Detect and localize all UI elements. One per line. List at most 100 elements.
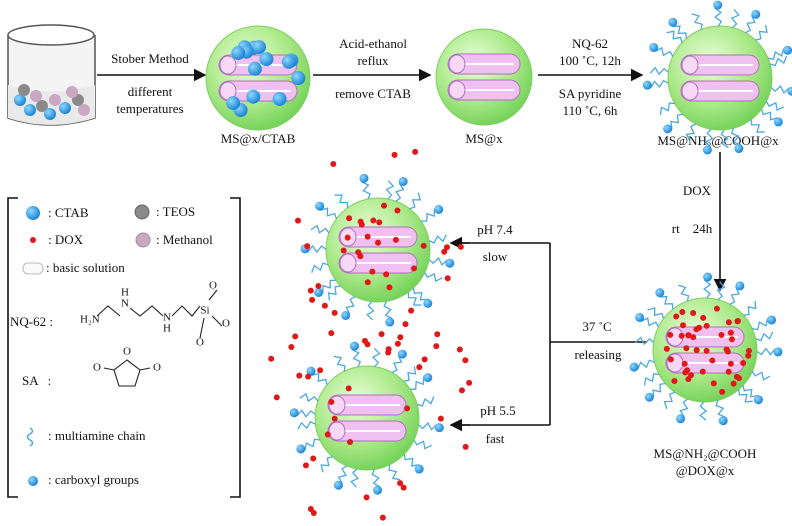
dox (307, 287, 314, 294)
chain (729, 286, 740, 305)
pore-end (328, 395, 346, 415)
chain (659, 296, 674, 310)
atom: Si (200, 305, 209, 317)
chain (672, 25, 688, 39)
dox (703, 322, 710, 329)
pore-end (681, 55, 699, 75)
dox (441, 248, 448, 255)
dox (394, 207, 401, 214)
chain (704, 128, 714, 148)
chain (663, 391, 676, 409)
pore-end (681, 81, 699, 101)
product-label: MS@x (465, 131, 503, 146)
chain (715, 400, 726, 418)
solution-icon (22, 262, 44, 275)
step-text: 110 ˚C, 6h (563, 103, 618, 118)
chain (304, 438, 320, 451)
carboxyl (333, 480, 343, 490)
dox (364, 279, 371, 286)
carboxyl (385, 317, 395, 327)
dox (380, 202, 387, 209)
dox (690, 334, 697, 341)
chain (334, 194, 349, 208)
dox (700, 314, 707, 321)
dox (385, 346, 392, 353)
sa-structure (103, 359, 151, 387)
carboxyl (423, 373, 433, 383)
carboxyl (783, 45, 792, 55)
dox (378, 331, 385, 338)
chain (691, 13, 703, 30)
chain (416, 396, 435, 407)
carboxyl (767, 315, 777, 325)
dox (317, 367, 324, 374)
product-label: MS@NH₂@COOH@x (657, 133, 779, 148)
dox (364, 233, 371, 240)
ctab-icon (26, 206, 40, 220)
chain (745, 15, 756, 34)
chain (751, 371, 771, 381)
dox (295, 217, 302, 224)
chain (403, 454, 420, 467)
pore-end (328, 421, 346, 441)
carboxyl (735, 281, 745, 291)
carboxyl (296, 444, 306, 454)
dox (727, 329, 734, 336)
release-rate: slow (483, 249, 508, 264)
beaker-particle (30, 90, 42, 102)
dox (719, 388, 726, 395)
carboxyl (655, 288, 665, 298)
chain (385, 180, 395, 200)
chain (327, 285, 341, 301)
dox (358, 221, 365, 228)
release-rate: fast (486, 431, 505, 446)
dox (369, 268, 376, 275)
chain (742, 385, 759, 398)
chain (320, 207, 338, 219)
chain (685, 123, 696, 142)
legend-text: : TEOS (156, 204, 195, 219)
dox (410, 265, 417, 272)
carboxyl (434, 205, 444, 215)
dox (709, 357, 716, 364)
chain (652, 383, 666, 398)
bracket-lines (452, 242, 647, 426)
legend-text: : Methanol (156, 232, 213, 247)
step-text: remove CTAB (335, 86, 411, 101)
ctab (259, 52, 274, 67)
carboxyl (734, 144, 744, 154)
dox (685, 332, 692, 339)
chain (320, 456, 333, 473)
chain (307, 244, 327, 254)
dox (324, 431, 331, 438)
dox (725, 368, 732, 375)
chain (755, 24, 768, 41)
chain (678, 284, 690, 302)
beaker-particle (36, 100, 48, 112)
carboxyl (423, 298, 433, 308)
chain (428, 257, 448, 266)
chain (391, 355, 403, 374)
carboxyl (635, 312, 645, 322)
chain (322, 279, 336, 294)
dox (408, 307, 415, 314)
chain (698, 401, 708, 421)
dox (309, 296, 316, 303)
product-label: MS@x/CTAB (221, 131, 296, 146)
dox (357, 253, 364, 260)
atom: H (121, 287, 129, 299)
step-text: Stober Method (111, 51, 189, 66)
ctab (251, 40, 266, 55)
legend-text: : carboxyl groups (48, 472, 139, 487)
dox (394, 340, 401, 347)
dox (745, 347, 752, 354)
dox (683, 345, 690, 352)
chain (428, 234, 447, 244)
dox (347, 438, 354, 445)
dox (328, 330, 335, 337)
dox (363, 494, 370, 501)
atom: N (163, 312, 171, 324)
carboxyl (773, 117, 783, 127)
dox (340, 247, 347, 254)
chain (311, 262, 329, 273)
